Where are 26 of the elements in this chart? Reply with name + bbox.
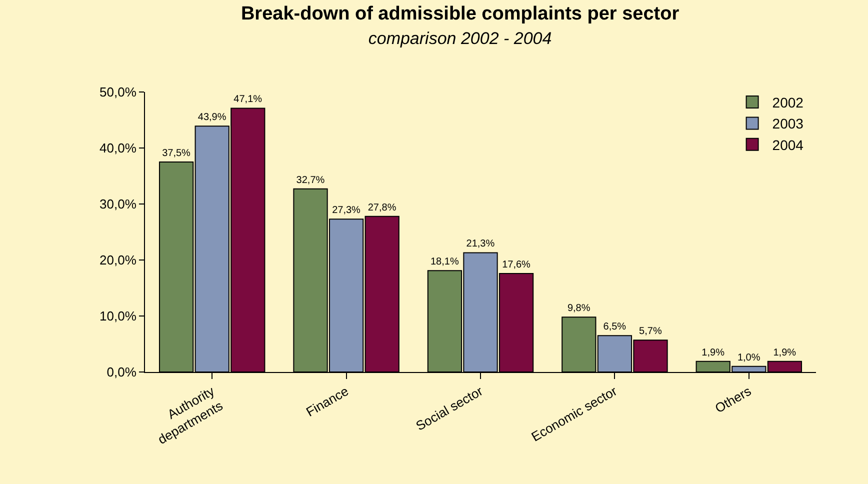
data-label: 27,8% (368, 202, 396, 214)
data-label: 1,0% (737, 352, 760, 364)
data-label: 5,7% (639, 326, 662, 338)
data-label: 1,9% (773, 347, 796, 358)
legend-label: 2002 (772, 94, 804, 110)
y-tick-label: 10,0% (100, 308, 137, 324)
data-label: 37,5% (162, 148, 191, 159)
y-tick-label: 50,0% (100, 84, 137, 100)
y-tick-label: 40,0% (100, 140, 137, 156)
y-tick-label: 20,0% (100, 252, 137, 268)
y-tick-label: 0,0% (106, 364, 137, 380)
chart-title: Break-down of admissible complaints per sector (240, 3, 680, 24)
data-label: 47,1% (234, 94, 262, 106)
data-label: 32,7% (296, 174, 325, 186)
legend-label: 2004 (772, 136, 804, 153)
data-label: 43,9% (198, 112, 226, 124)
chart-subtitle: comparison 2002 - 2004 (368, 29, 552, 48)
data-label: 6,5% (603, 322, 626, 333)
data-label: 9,8% (567, 303, 590, 314)
data-label: 17,6% (502, 259, 531, 270)
data-label: 27,3% (332, 205, 361, 216)
data-label: 1,9% (702, 347, 725, 358)
legend-label: 2003 (772, 116, 804, 132)
y-tick-label: 30,0% (100, 196, 137, 212)
data-label: 21,3% (466, 238, 495, 250)
data-label: 18,1% (430, 256, 459, 268)
